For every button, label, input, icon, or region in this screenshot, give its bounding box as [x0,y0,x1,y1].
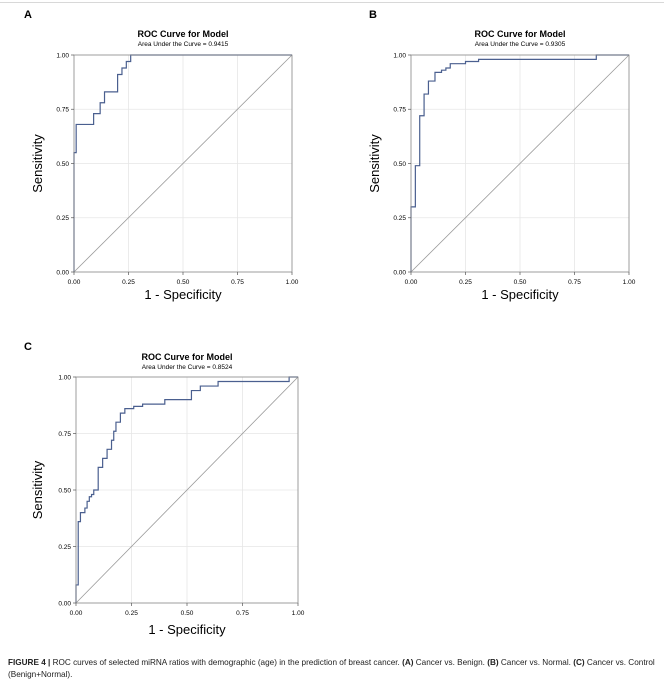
figure-caption: FIGURE 4 | ROC curves of selected miRNA … [8,657,658,681]
y-tick-label: 0.25 [58,544,71,551]
roc-curve-line [75,376,298,603]
panel-letter-b: B [369,9,377,21]
caption-c-text: Cancer vs. Control (Benign+Normal). [8,658,655,679]
caption-c-label: (C) [573,658,585,667]
panel-letter-a: A [24,9,32,21]
roc-curve-line [410,54,629,272]
y-tick-label: 0.00 [58,600,71,607]
chart-title: ROC Curve for Model [474,29,565,39]
x-tick-label: 0.00 [70,610,83,617]
reference-diagonal-line [410,54,630,273]
x-tick-label: 0.25 [459,279,472,286]
panel-b: B ROC Curve for Model Area Under the Curve… [337,0,657,320]
x-tick-label: 1.00 [292,610,305,617]
x-tick-label: 0.25 [122,279,135,286]
caption-b-label: (B) [487,658,499,667]
chart-title: ROC Curve for Model [141,352,232,362]
y-axis-label: Sensitivity [30,134,45,193]
roc-chart-b: B ROC Curve for Model Area Under the Curve… [367,9,636,302]
y-tick-label: 1.00 [58,374,71,381]
x-tick-label: 0.50 [514,279,527,286]
y-axis-label: Sensitivity [367,134,382,193]
y-tick-label: 0.50 [58,487,71,494]
top-rule [0,2,664,3]
x-tick-label: 1.00 [286,279,299,286]
y-tick-label: 0.25 [393,215,406,222]
panel-letter-c: C [24,341,32,353]
caption-a-text: Cancer vs. Benign. [415,658,485,667]
y-tick-label: 0.00 [393,269,406,276]
x-axis-label: 1 - Specificity [481,287,559,302]
x-tick-label: 0.75 [568,279,581,286]
x-axis-label: 1 - Specificity [148,622,226,637]
y-tick-label: 0.25 [56,215,69,222]
caption-a-label: (A) [402,658,414,667]
x-tick-label: 0.50 [181,610,194,617]
x-tick-label: 0.00 [405,279,418,286]
y-tick-label: 0.75 [58,431,71,438]
y-tick-label: 0.00 [56,269,69,276]
caption-text: ROC curves of selected miRNA ratios with… [52,658,400,667]
x-tick-label: 1.00 [623,279,636,286]
roc-chart-c: C ROC Curve for Model Area Under the Curve… [24,341,305,637]
x-tick-label: 0.75 [236,610,249,617]
roc-curve-line [73,54,292,272]
y-tick-label: 0.75 [56,107,69,114]
x-tick-label: 0.75 [231,279,244,286]
y-tick-label: 1.00 [393,52,406,59]
roc-chart-a: A ROC Curve for Model Area Under the Curve… [24,9,299,302]
caption-label: FIGURE 4 | [8,658,51,667]
chart-title: ROC Curve for Model [137,29,228,39]
x-axis-label: 1 - Specificity [144,287,222,302]
x-tick-label: 0.50 [177,279,190,286]
chart-subtitle-auc: Area Under the Curve = 0.9415 [138,41,229,48]
y-tick-label: 1.00 [56,52,69,59]
panel-a: A ROC Curve for Model Area Under the Curve… [0,0,320,320]
reference-diagonal-line [73,54,293,273]
chart-subtitle-auc: Area Under the Curve = 0.8524 [142,364,233,371]
y-tick-label: 0.50 [56,161,69,168]
caption-b-text: Cancer vs. Normal. [500,658,571,667]
y-axis-label: Sensitivity [30,460,45,519]
panel-c: C ROC Curve for Model Area Under the Curve… [0,330,320,640]
y-tick-label: 0.50 [393,161,406,168]
chart-subtitle-auc: Area Under the Curve = 0.9305 [475,41,566,48]
x-tick-label: 0.00 [68,279,81,286]
x-tick-label: 0.25 [125,610,138,617]
y-tick-label: 0.75 [393,107,406,114]
reference-diagonal-line [75,376,299,604]
